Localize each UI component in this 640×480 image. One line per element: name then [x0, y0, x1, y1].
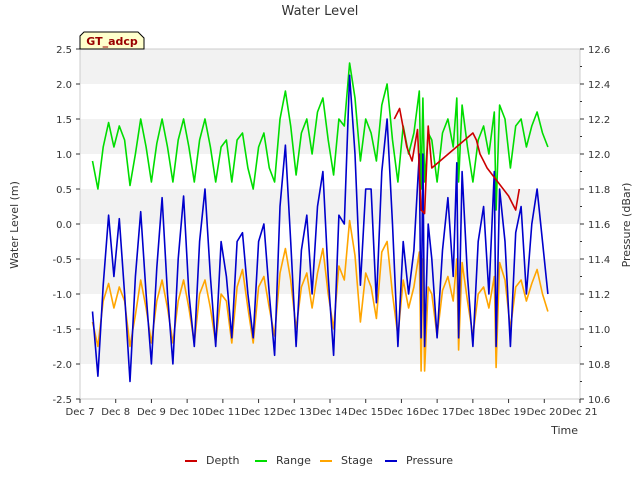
- series-line-depth: [393, 107, 521, 215]
- y-tick-label: -1.0: [52, 290, 72, 301]
- y2-tick-label: 11.8: [588, 185, 610, 196]
- y2-tick-label: 12.2: [588, 115, 610, 126]
- chart-title: Water Level: [282, 4, 359, 19]
- legend-label-pressure: Pressure: [406, 454, 453, 467]
- x-tick-label: Dec 10: [170, 407, 205, 418]
- legend: Depth Range Stage Pressure: [185, 454, 453, 467]
- legend-label-stage: Stage: [341, 454, 373, 467]
- y2-tick-label: 10.8: [588, 360, 610, 371]
- y-tick-label: -1.5: [52, 325, 72, 336]
- grid-band: [80, 329, 580, 364]
- x-tick-label: Dec 7: [66, 407, 95, 418]
- plot-background-bands: [80, 49, 580, 399]
- x-tick-label: Dec 15: [348, 407, 383, 418]
- x-tick-label: Dec 18: [455, 407, 490, 418]
- y-tick-label: -2.5: [52, 395, 72, 406]
- x-tick-label: Dec 12: [241, 407, 276, 418]
- x-tick-label: Dec 13: [277, 407, 312, 418]
- grid-band: [80, 49, 580, 84]
- x-tick-label: Dec 11: [205, 407, 240, 418]
- grid-band: [80, 189, 580, 224]
- legend-label-range: Range: [276, 454, 311, 467]
- y-tick-label: 2.0: [56, 80, 72, 91]
- y2-tick-label: 12.0: [588, 150, 610, 161]
- x-tick-label: Dec 21: [562, 407, 597, 418]
- x-axis: Dec 7 Dec 8 Dec 9 Dec 10 Dec 11 Dec 12 Dec 13 D…: [66, 399, 598, 418]
- y-tick-label: -2.0: [52, 360, 72, 371]
- y2-tick-label: 11.4: [588, 255, 610, 266]
- grid-band: [80, 84, 580, 119]
- y2-tick-label: 12.4: [588, 80, 610, 91]
- y-tick-label: 0.5: [56, 185, 72, 196]
- x-tick-label: Dec 8: [101, 407, 130, 418]
- legend-label-depth: Depth: [206, 454, 240, 467]
- y2-tick-label: 11.6: [588, 220, 610, 231]
- x-tick-label: Dec 14: [312, 407, 347, 418]
- series-line-range: [91, 62, 549, 211]
- x-tick-label: Dec 17: [420, 407, 455, 418]
- y2-tick-label: 10.6: [588, 395, 610, 406]
- y-axis-right: 10.6 10.8 11.0 11.2 11.4 11.6 11.8 12.0 12.2 12.4…: [580, 45, 610, 406]
- y2-tick-label: 11.0: [588, 325, 610, 336]
- y2-tick-label: 11.2: [588, 290, 610, 301]
- y-tick-label: 2.5: [56, 45, 72, 56]
- x-tick-label: Dec 20: [527, 407, 562, 418]
- gt-adcp-badge: GT_adcp: [79, 31, 145, 50]
- x-tick-label: Dec 19: [491, 407, 526, 418]
- x-tick-label: Dec 16: [384, 407, 419, 418]
- grid-band: [80, 364, 580, 399]
- y2-tick-label: 12.6: [588, 45, 610, 56]
- y-tick-label: 1.5: [56, 115, 72, 126]
- y2-axis-label: Pressure (dBar): [620, 183, 633, 268]
- y-tick-label: 1.0: [56, 150, 72, 161]
- x-tick-label: Dec 9: [137, 407, 166, 418]
- x-axis-label: Time: [550, 424, 578, 437]
- y-axis-left: -2.5 -2.0 -1.5 -1.0 -0.5 0.0 0.5 1.0 1.5 2.0 2.5: [52, 45, 80, 406]
- y-axis-label: Water Level (m): [8, 181, 21, 269]
- badge-text: GT_adcp: [86, 35, 138, 48]
- series-line-pressure: [91, 74, 549, 383]
- y-tick-label: 0.0: [56, 220, 72, 231]
- series-lines: [91, 62, 549, 383]
- y-tick-label: -0.5: [52, 255, 72, 266]
